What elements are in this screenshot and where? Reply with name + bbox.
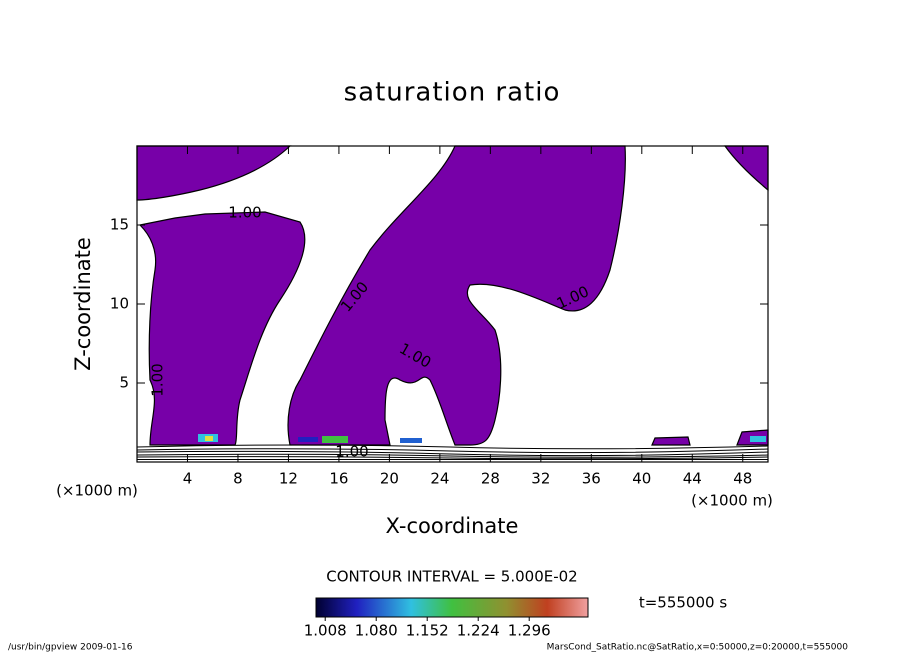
contour-lines <box>136 444 769 460</box>
colorbar-tick-label: 1.224 <box>457 622 500 640</box>
region <box>723 145 769 192</box>
contour-line <box>136 450 769 457</box>
x-tick-label: 16 <box>329 470 348 488</box>
contour-label: 1.00 <box>228 204 261 222</box>
x-tick-label: 36 <box>582 470 601 488</box>
y-axis-label: Z-coordinate <box>71 237 95 371</box>
speck <box>298 437 318 442</box>
contour-line <box>136 448 769 454</box>
region <box>287 145 626 446</box>
speck <box>205 436 213 441</box>
x-tick-label: 4 <box>183 470 193 488</box>
x-tick-label: 40 <box>632 470 651 488</box>
footer-left: /usr/bin/gpview 2009-01-16 <box>8 643 133 653</box>
contour-label: 1.00 <box>335 443 368 461</box>
x-tick-label: 12 <box>279 470 298 488</box>
time-label: t=555000 s <box>639 594 727 612</box>
y-tick-label: 10 <box>110 295 129 313</box>
speck <box>750 436 766 442</box>
region <box>651 436 691 446</box>
region <box>136 145 292 201</box>
speck <box>400 438 422 443</box>
colorbar-tick-label: 1.080 <box>355 622 398 640</box>
colorbar-tick-label: 1.008 <box>304 622 347 640</box>
contour-label: 1.00 <box>149 363 167 396</box>
x-tick-label: 20 <box>380 470 399 488</box>
y-tick-label: 5 <box>119 374 129 392</box>
colorbar <box>315 597 589 618</box>
specks <box>198 434 766 443</box>
x-unit-label: (×1000 m) <box>56 482 138 500</box>
colorbar-tick-label: 1.152 <box>406 622 449 640</box>
x-axis-label: X-coordinate <box>386 514 519 538</box>
contour-interval: CONTOUR INTERVAL = 5.000E-02 <box>326 568 577 586</box>
x-unit-label: (×1000 m) <box>691 492 773 510</box>
x-tick-label: 8 <box>233 470 243 488</box>
speck <box>322 436 348 443</box>
x-tick-label: 44 <box>683 470 702 488</box>
y-tick-label: 15 <box>110 216 129 234</box>
contour-line <box>136 444 769 450</box>
colorbar-tick-label: 1.296 <box>508 622 551 640</box>
filled-regions <box>136 145 769 446</box>
x-tick-label: 48 <box>733 470 752 488</box>
x-tick-label: 32 <box>531 470 550 488</box>
chart-title: saturation ratio <box>344 78 561 108</box>
x-tick-label: 28 <box>481 470 500 488</box>
footer-right: MarsCond_SatRatio.nc@SatRatio,x=0:50000,… <box>547 643 849 653</box>
region <box>138 211 306 446</box>
x-tick-label: 24 <box>430 470 449 488</box>
